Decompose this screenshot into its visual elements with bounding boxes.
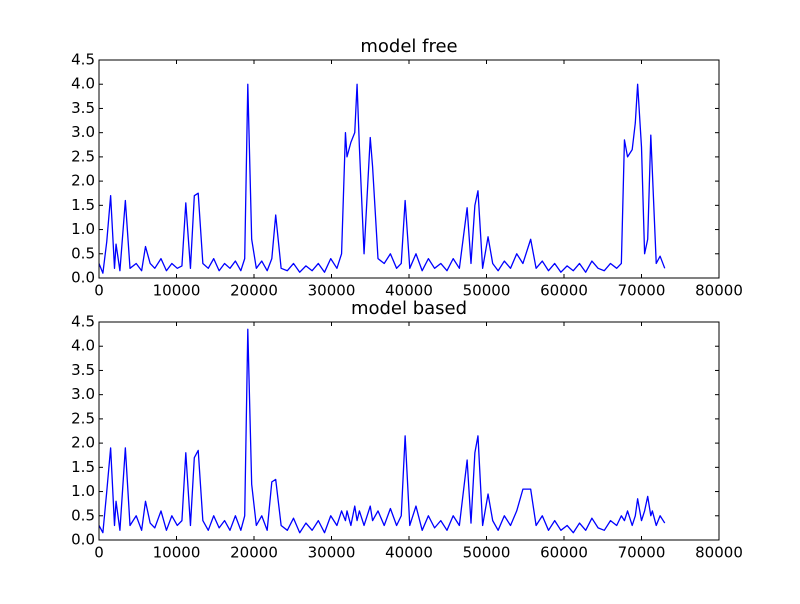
y-tick-label: 2.5: [71, 147, 95, 165]
y-tick-label: 2.5: [71, 409, 95, 427]
y-tick-label: 3.0: [71, 123, 95, 141]
x-tick-label: 80000: [695, 282, 743, 300]
y-tick-label: 1.5: [71, 458, 95, 476]
y-tick-label: 0.0: [71, 269, 95, 287]
x-tick-label: 10000: [153, 544, 201, 562]
data-line: [99, 83, 666, 274]
x-tick-label: 70000: [618, 282, 666, 300]
x-tick-label: 50000: [463, 282, 511, 300]
x-tick-label: 0: [94, 544, 104, 562]
y-tick-label: 3.0: [71, 385, 95, 403]
y-tick-label: 2.0: [71, 172, 95, 190]
x-tick-label: 30000: [308, 544, 356, 562]
y-tick-label: 3.5: [71, 361, 95, 379]
x-tick-label: 40000: [385, 282, 433, 300]
x-tick-label: 20000: [230, 282, 278, 300]
y-tick-label: 2.0: [71, 434, 95, 452]
x-tick-label: 70000: [618, 544, 666, 562]
x-tick-label: 40000: [385, 544, 433, 562]
chart-title: model based: [351, 298, 467, 319]
chart-title: model free: [360, 36, 457, 57]
x-tick-label: 0: [94, 282, 104, 300]
y-tick-label: 0.0: [71, 531, 95, 549]
y-tick-label: 0.5: [71, 506, 95, 524]
x-tick-label: 50000: [463, 544, 511, 562]
y-tick-label: 4.5: [71, 313, 95, 331]
y-tick-label: 4.5: [71, 51, 95, 69]
data-line: [99, 328, 666, 534]
y-tick-label: 1.0: [71, 482, 95, 500]
x-tick-label: 80000: [695, 544, 743, 562]
x-tick-label: 10000: [153, 282, 201, 300]
y-tick-label: 3.5: [71, 99, 95, 117]
y-tick-label: 1.5: [71, 196, 95, 214]
x-tick-label: 20000: [230, 544, 278, 562]
x-tick-label: 60000: [540, 282, 588, 300]
y-tick-label: 4.0: [71, 337, 95, 355]
y-tick-label: 4.0: [71, 75, 95, 93]
axes-frame: [98, 321, 720, 541]
x-tick-label: 60000: [540, 544, 588, 562]
axes-frame: [98, 59, 720, 279]
y-tick-label: 0.5: [71, 244, 95, 262]
x-tick-label: 30000: [308, 282, 356, 300]
y-tick-label: 1.0: [71, 220, 95, 238]
